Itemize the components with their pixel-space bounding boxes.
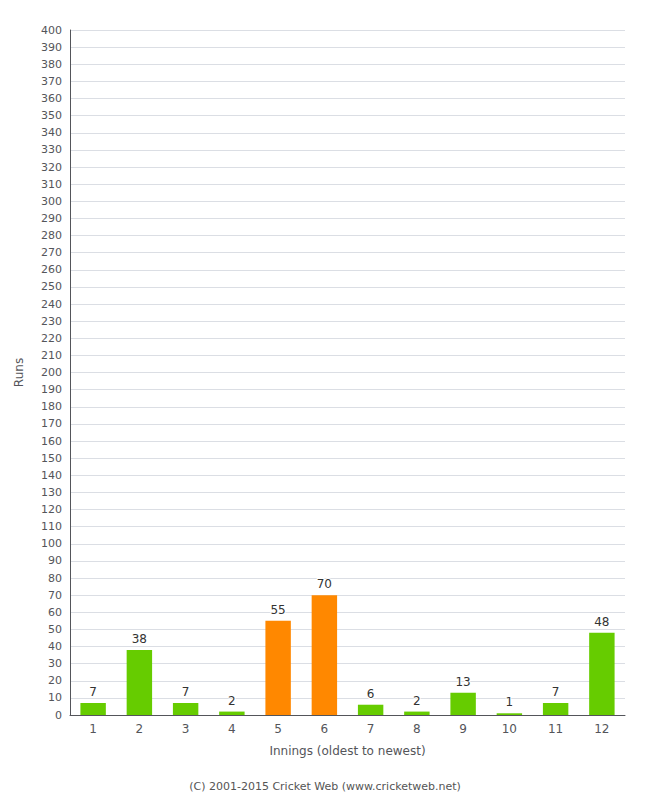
svg-text:290: 290 <box>41 212 62 225</box>
svg-text:100: 100 <box>41 537 62 550</box>
svg-text:2: 2 <box>136 722 144 736</box>
svg-text:150: 150 <box>41 452 62 465</box>
svg-text:360: 360 <box>41 92 62 105</box>
svg-text:300: 300 <box>41 195 62 208</box>
svg-text:7: 7 <box>89 685 97 699</box>
svg-text:130: 130 <box>41 486 62 499</box>
svg-text:200: 200 <box>41 366 62 379</box>
svg-text:40: 40 <box>48 640 62 653</box>
svg-text:380: 380 <box>41 58 62 71</box>
svg-text:55: 55 <box>270 603 285 617</box>
svg-text:1: 1 <box>89 722 97 736</box>
svg-text:Runs: Runs <box>12 358 26 387</box>
svg-text:2: 2 <box>228 694 236 708</box>
svg-text:370: 370 <box>41 75 62 88</box>
svg-text:390: 390 <box>41 41 62 54</box>
svg-text:7: 7 <box>182 685 190 699</box>
svg-text:60: 60 <box>48 606 62 619</box>
svg-text:38: 38 <box>132 632 147 646</box>
svg-text:70: 70 <box>317 577 332 591</box>
svg-text:13: 13 <box>455 675 470 689</box>
svg-text:190: 190 <box>41 383 62 396</box>
svg-text:20: 20 <box>48 674 62 687</box>
svg-text:250: 250 <box>41 280 62 293</box>
svg-text:6: 6 <box>321 722 329 736</box>
svg-text:90: 90 <box>48 554 62 567</box>
svg-text:(C) 2001-2015 Cricket Web (www: (C) 2001-2015 Cricket Web (www.cricketwe… <box>189 780 461 793</box>
svg-text:0: 0 <box>55 709 62 722</box>
svg-text:10: 10 <box>48 691 62 704</box>
svg-text:240: 240 <box>41 298 62 311</box>
svg-text:340: 340 <box>41 126 62 139</box>
svg-text:280: 280 <box>41 229 62 242</box>
svg-text:270: 270 <box>41 246 62 259</box>
svg-text:2: 2 <box>413 694 421 708</box>
svg-text:4: 4 <box>228 722 236 736</box>
svg-text:210: 210 <box>41 349 62 362</box>
svg-text:30: 30 <box>48 657 62 670</box>
svg-text:11: 11 <box>548 722 563 736</box>
svg-text:48: 48 <box>594 615 609 629</box>
svg-text:310: 310 <box>41 178 62 191</box>
svg-text:1: 1 <box>506 695 514 709</box>
svg-text:170: 170 <box>41 417 62 430</box>
svg-text:260: 260 <box>41 263 62 276</box>
svg-text:7: 7 <box>552 685 560 699</box>
svg-text:160: 160 <box>41 435 62 448</box>
svg-text:70: 70 <box>48 589 62 602</box>
svg-text:140: 140 <box>41 469 62 482</box>
svg-text:220: 220 <box>41 332 62 345</box>
svg-text:230: 230 <box>41 315 62 328</box>
svg-text:5: 5 <box>274 722 282 736</box>
svg-text:80: 80 <box>48 572 62 585</box>
svg-text:6: 6 <box>367 687 375 701</box>
svg-text:50: 50 <box>48 623 62 636</box>
svg-text:320: 320 <box>41 161 62 174</box>
svg-text:110: 110 <box>41 520 62 533</box>
svg-text:180: 180 <box>41 400 62 413</box>
svg-text:120: 120 <box>41 503 62 516</box>
svg-text:10: 10 <box>502 722 517 736</box>
svg-text:9: 9 <box>459 722 467 736</box>
svg-text:350: 350 <box>41 109 62 122</box>
svg-text:400: 400 <box>41 24 62 37</box>
svg-text:7: 7 <box>367 722 375 736</box>
svg-text:12: 12 <box>594 722 609 736</box>
svg-text:330: 330 <box>41 143 62 156</box>
svg-text:3: 3 <box>182 722 190 736</box>
svg-text:Innings (oldest to newest): Innings (oldest to newest) <box>269 744 425 758</box>
svg-text:8: 8 <box>413 722 421 736</box>
